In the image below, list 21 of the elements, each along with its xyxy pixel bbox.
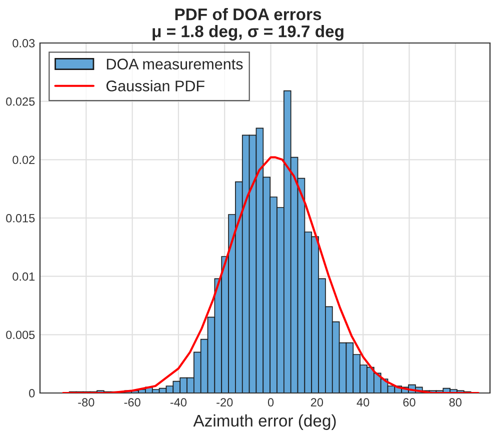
y-tick-label: 0.025 (6, 97, 35, 106)
x-tick-label: -20 (216, 398, 233, 407)
y-tick-label: 0.005 (6, 330, 35, 340)
x-tick-label: 60 (403, 398, 416, 407)
y-tick-label: 0.015 (6, 214, 35, 222)
legend-label: DOA measurements (106, 58, 243, 70)
x-tick-label: 80 (449, 398, 462, 407)
chart-title: PDF of DOA errors (175, 8, 322, 20)
legend-label: Gaussian PDF (106, 80, 204, 92)
x-tick-label: 40 (356, 398, 370, 407)
y-tick-label: 0.02 (12, 156, 35, 164)
x-tick-label: -40 (170, 398, 187, 407)
x-tick-label: 20 (310, 398, 324, 407)
y-tick-label: 0.03 (12, 39, 35, 48)
x-tick-label: -60 (124, 398, 140, 407)
x-tick-label: 0 (268, 398, 274, 407)
x-axis-title: Azimuth error (deg) (193, 414, 336, 430)
x-tick-label: -80 (78, 398, 94, 407)
chart-subtitle: μ = 1.8 deg, σ = 19.7 deg (152, 25, 344, 41)
y-tick-label: 0 (29, 389, 35, 398)
y-tick-label: 0.01 (12, 272, 35, 281)
